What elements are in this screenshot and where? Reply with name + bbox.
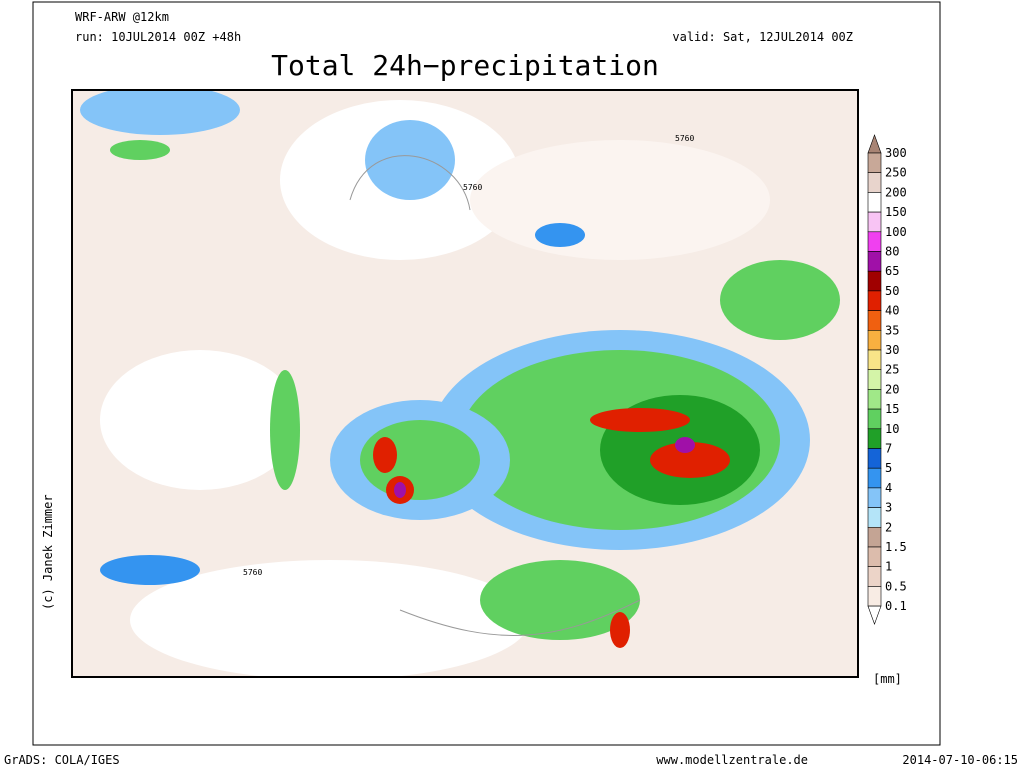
colorbar-label: 25 xyxy=(885,363,899,377)
colorbar-label: 40 xyxy=(885,304,899,318)
colorbar-label: 5 xyxy=(885,461,892,475)
colorbar-box xyxy=(867,586,882,607)
colorbar-label: 3 xyxy=(885,501,892,515)
colorbar-box xyxy=(867,507,882,528)
colorbar-box xyxy=(867,408,882,430)
colorbar: 300 250 200 150 100 80 65 50 40 35 30 25 20 15 10 7 5 4 3 2… xyxy=(867,134,907,625)
colorbar-box xyxy=(867,329,882,351)
contour-label: 5760 xyxy=(463,183,482,192)
model-label: WRF-ARW @12km xyxy=(75,10,169,24)
colorbar-label: 0.1 xyxy=(885,599,907,613)
title: Total 24h−precipitation xyxy=(271,49,659,82)
colorbar-label: 250 xyxy=(885,166,907,180)
colorbar-label: 100 xyxy=(885,225,907,239)
footer-software: GrADS: COLA/IGES xyxy=(4,753,120,767)
colorbar-box xyxy=(867,448,882,469)
colorbar-label: 35 xyxy=(885,323,899,337)
copyright: (c) Janek Zimmer xyxy=(41,494,55,610)
colorbar-arrow xyxy=(867,605,882,625)
colorbar-label: 80 xyxy=(885,245,899,259)
colorbar-label: 50 xyxy=(885,284,899,298)
colorbar-box xyxy=(867,231,882,252)
footer-timestamp: 2014-07-10-06:15 xyxy=(902,753,1018,767)
contour-label: 5760 xyxy=(243,568,262,577)
footer-website: www.modellzentrale.de xyxy=(656,753,808,767)
map: 5760 5760 5760 xyxy=(71,89,859,678)
colorbar-box xyxy=(867,211,882,233)
colorbar-label: 10 xyxy=(885,422,899,436)
colorbar-box xyxy=(867,526,882,548)
contour-label: 5760 xyxy=(675,134,694,143)
valid-label: valid: Sat, 12JUL2014 00Z xyxy=(672,30,853,44)
colorbar-box xyxy=(867,369,882,390)
colorbar-box xyxy=(867,349,882,371)
colorbar-label: 65 xyxy=(885,264,899,278)
colorbar-box xyxy=(867,566,882,587)
colorbar-box xyxy=(867,428,882,449)
colorbar-label: 1 xyxy=(885,560,892,574)
colorbar-box xyxy=(867,487,882,508)
colorbar-box xyxy=(867,467,882,489)
colorbar-box xyxy=(867,270,882,292)
colorbar-box xyxy=(867,389,882,410)
colorbar-unit: [mm] xyxy=(873,672,902,686)
colorbar-label: 7 xyxy=(885,442,892,456)
colorbar-box xyxy=(867,192,882,213)
run-label: run: 10JUL2014 00Z +48h xyxy=(75,30,241,44)
colorbar-label: 15 xyxy=(885,402,899,416)
colorbar-label: 0.5 xyxy=(885,579,907,593)
colorbar-label: 300 xyxy=(885,146,907,160)
colorbar-label: 20 xyxy=(885,382,899,396)
colorbar-label: 30 xyxy=(885,343,899,357)
colorbar-box xyxy=(867,290,882,311)
colorbar-label: 2 xyxy=(885,520,892,534)
colorbar-box xyxy=(867,546,882,568)
colorbar-box xyxy=(867,172,882,193)
colorbar-label: 4 xyxy=(885,481,892,495)
colorbar-box xyxy=(867,152,882,174)
colorbar-label: 200 xyxy=(885,185,907,199)
colorbar-box xyxy=(867,251,882,272)
colorbar-box xyxy=(867,310,882,331)
colorbar-label: 1.5 xyxy=(885,540,907,554)
colorbar-label: 150 xyxy=(885,205,907,219)
